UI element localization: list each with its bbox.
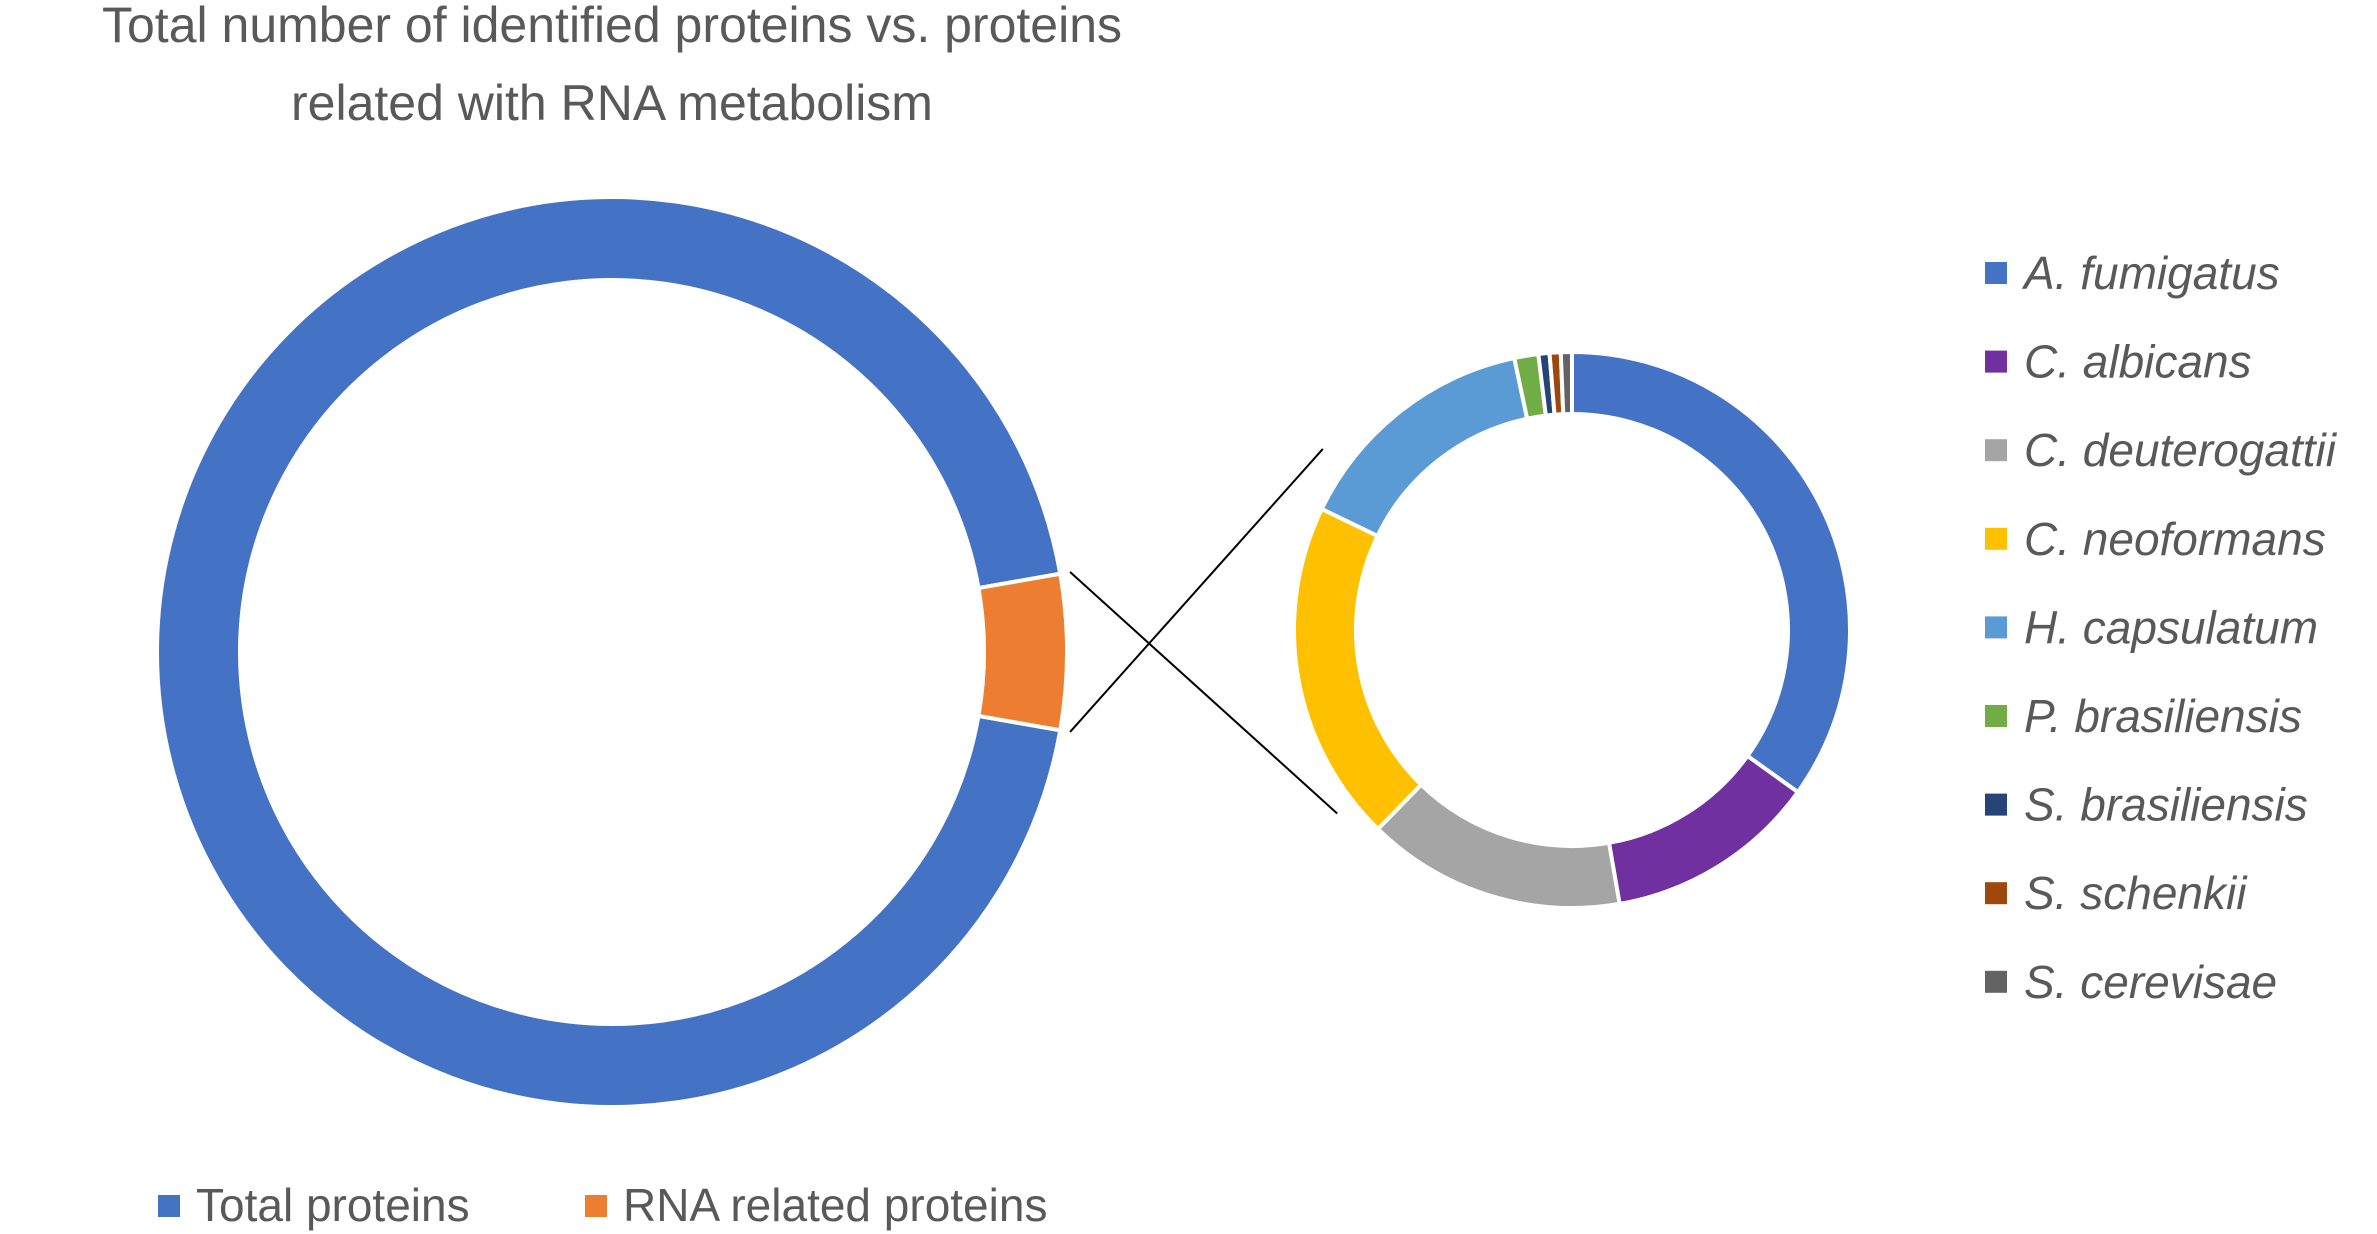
legend-label-a-fumigatus: A. fumigatus [2021,247,2280,299]
slice-total-proteins [154,195,1063,1109]
main-legend: Total proteins RNA related proteins [158,1179,1047,1231]
connector-line-bottom [1069,571,1338,815]
legend-swatch-s-brasiliensis [1985,793,2007,816]
slice-h-capsulatum [1319,356,1530,538]
connector-lines [1069,448,1338,815]
legend-item-s-cerevisae: S. cerevisae [1985,956,2277,1008]
slice-rna-related-proteins [976,571,1069,733]
slice-c-albicans [1606,753,1800,906]
legend-label-s-schenkii: S. schenkii [2024,867,2248,919]
legend-item-c-neoformans: C. neoformans [1985,513,2326,565]
legend-item-a-fumigatus: A. fumigatus [1985,247,2280,299]
chart-title-line-2: related with RNA metabolism [291,75,933,131]
legend-swatch-rna-related-proteins [585,1195,607,1217]
legend-item-p-brasiliensis: P. brasiliensis [1985,690,2302,742]
legend-swatch-total-proteins [158,1195,180,1217]
legend-swatch-a-fumigatus [1985,262,2007,284]
legend-label-c-neoformans: C. neoformans [2024,513,2326,565]
chart-title-line-1: Total number of identified proteins vs. … [102,0,1122,53]
legend-item-s-schenkii: S. schenkii [1985,867,2248,919]
legend-label-total-proteins: Total proteins [196,1179,470,1231]
legend-label-s-cerevisae: S. cerevisae [2024,956,2277,1008]
legend-swatch-s-cerevisae [1985,970,2007,993]
legend-label-c-deuterogattii: C. deuterogattii [2024,424,2338,476]
sub-legend: A. fumigatus C. albicans C. deuterogattii C… [1985,247,2338,1008]
sub-donut [1291,350,1852,910]
slice-c-neoformans [1291,506,1424,832]
legend-label-rna-related-proteins: RNA related proteins [623,1179,1047,1231]
legend-swatch-c-albicans [1985,350,2007,373]
connector-line-top [1069,448,1324,733]
slice-a-fumigatus [1570,350,1852,795]
slice-c-deuterogattii [1375,782,1622,910]
legend-item-rna-related-proteins: RNA related proteins [585,1179,1047,1231]
legend-item-c-deuterogattii: C. deuterogattii [1985,424,2338,476]
legend-item-c-albicans: C. albicans [1985,336,2252,388]
legend-label-p-brasiliensis: P. brasiliensis [2024,690,2302,742]
main-donut [154,195,1069,1109]
legend-swatch-h-capsulatum [1985,616,2007,639]
legend-swatch-c-deuterogattii [1985,439,2007,462]
legend-swatch-c-neoformans [1985,527,2007,550]
legend-item-h-capsulatum: H. capsulatum [1985,601,2318,653]
chart-title: Total number of identified proteins vs. … [102,0,1122,131]
legend-item-s-brasiliensis: S. brasiliensis [1985,779,2308,831]
legend-label-c-albicans: C. albicans [2024,336,2252,388]
legend-label-s-brasiliensis: S. brasiliensis [2024,779,2308,831]
legend-swatch-s-schenkii [1985,882,2007,905]
legend-item-total-proteins: Total proteins [158,1179,470,1231]
slice-s-cerevisae [1558,350,1574,417]
legend-label-h-capsulatum: H. capsulatum [2024,601,2318,653]
legend-swatch-p-brasiliensis [1985,705,2007,727]
